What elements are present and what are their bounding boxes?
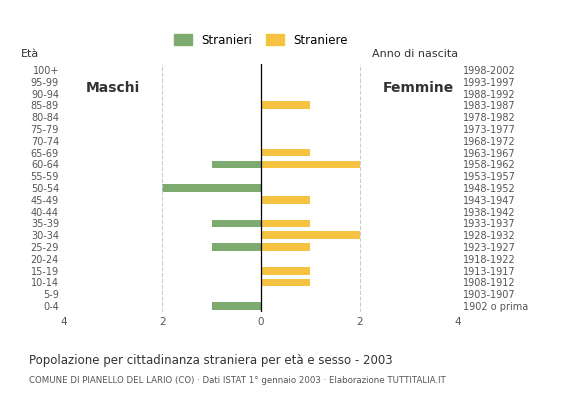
Text: Popolazione per cittadinanza straniera per età e sesso - 2003: Popolazione per cittadinanza straniera p…	[29, 354, 393, 367]
Bar	[261, 220, 310, 227]
Text: COMUNE DI PIANELLO DEL LARIO (CO) · Dati ISTAT 1° gennaio 2003 · Elaborazione TU: COMUNE DI PIANELLO DEL LARIO (CO) · Dati…	[29, 376, 446, 385]
Bar	[261, 149, 310, 156]
Bar	[212, 220, 261, 227]
Text: Femmine: Femmine	[383, 81, 454, 95]
Bar	[261, 196, 310, 204]
Bar	[212, 243, 261, 251]
Text: Età: Età	[20, 49, 39, 59]
Bar	[212, 302, 261, 310]
Bar	[261, 279, 310, 286]
Legend: Stranieri, Straniere: Stranieri, Straniere	[171, 30, 351, 50]
Bar	[261, 267, 310, 274]
Text: Maschi: Maschi	[86, 81, 140, 95]
Bar	[212, 160, 261, 168]
Bar	[162, 184, 261, 192]
Text: Anno di nascita: Anno di nascita	[372, 49, 458, 59]
Bar	[261, 160, 360, 168]
Bar	[261, 243, 310, 251]
Bar	[261, 231, 360, 239]
Bar	[261, 102, 310, 109]
